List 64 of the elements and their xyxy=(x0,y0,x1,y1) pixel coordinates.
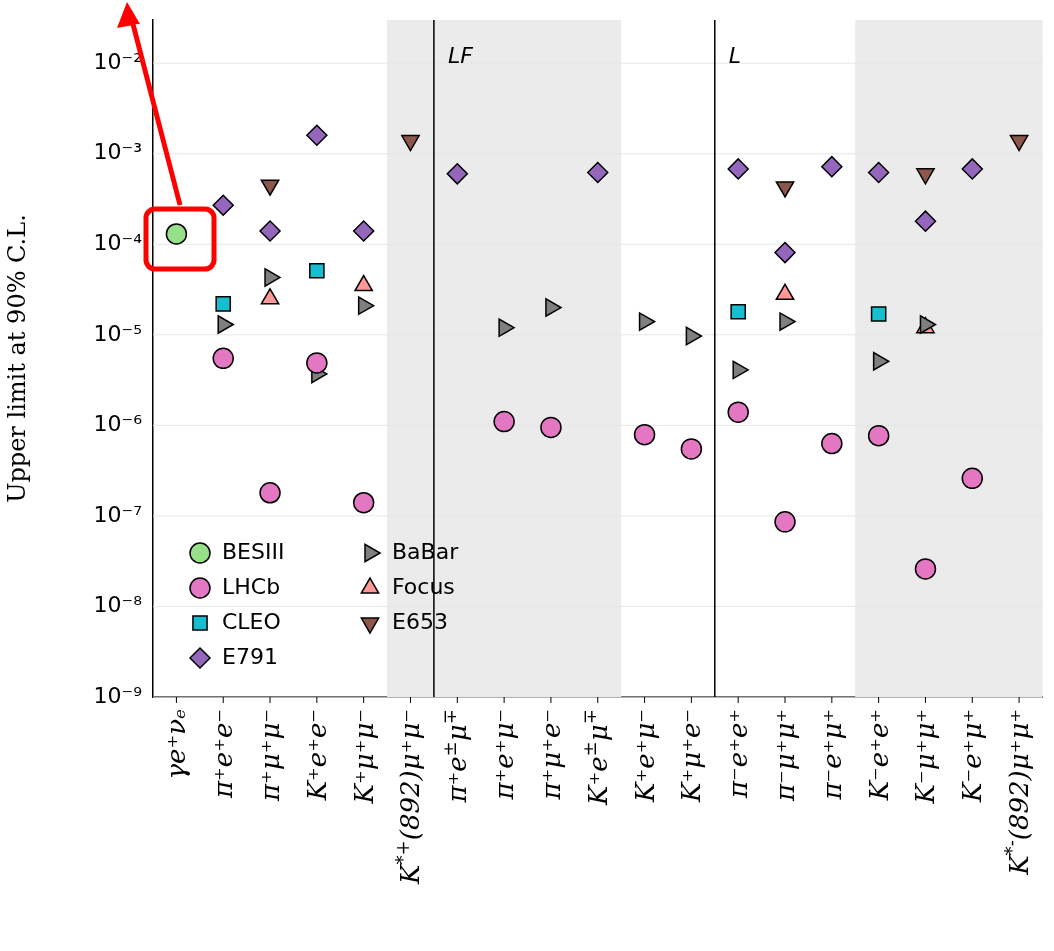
point xyxy=(215,296,232,312)
point xyxy=(870,306,887,322)
y-tick-label: 10⁻⁷ xyxy=(93,501,142,527)
y-tick-label: 10⁻³ xyxy=(93,139,142,165)
annotation: L xyxy=(728,42,742,68)
point xyxy=(727,401,749,423)
point xyxy=(774,241,796,264)
point xyxy=(212,194,234,216)
legend-label: E791 xyxy=(222,643,278,669)
point xyxy=(306,124,328,147)
x-tick-label: π⁺e⁺μ⁻ xyxy=(489,709,520,801)
point xyxy=(352,220,375,242)
x-tick-label: K⁺μ⁺e⁻ xyxy=(676,708,707,803)
y-tick-label: 10⁻² xyxy=(93,48,142,74)
point xyxy=(446,163,469,185)
point xyxy=(259,482,281,504)
x-tick-label: K⁺μ⁺μ⁻ xyxy=(348,709,379,805)
x-tick-label: γe⁺νₑ xyxy=(161,708,192,780)
x-tick-label: K⁺e⁺e⁻ xyxy=(301,708,332,802)
point xyxy=(633,423,656,446)
x-tick-label: π⁻μ⁺μ⁺ xyxy=(770,708,801,803)
point xyxy=(774,511,796,533)
point xyxy=(493,410,515,433)
x-tick-label: K⁺e⁺μ⁻ xyxy=(629,708,660,803)
point xyxy=(309,262,325,279)
point xyxy=(914,210,937,232)
x-tick-label: K*+(892)μ⁺μ⁻ xyxy=(392,709,426,885)
legend-label: BESIII xyxy=(222,538,285,564)
point xyxy=(306,352,328,374)
x-tick-label: K⁻e⁺e⁺ xyxy=(863,708,894,802)
x-tick-label: π⁺μ⁺e⁻ xyxy=(535,709,566,801)
point xyxy=(821,155,843,178)
point xyxy=(961,158,984,180)
point xyxy=(821,432,843,455)
y-tick-label: 10⁻⁸ xyxy=(93,592,143,618)
x-tick-label: K*-(892)μ⁺μ⁺ xyxy=(1000,709,1035,876)
y-tick-label: 10⁻⁶ xyxy=(93,411,143,437)
x-tick-label: π⁻e⁺e⁺ xyxy=(723,708,754,800)
point xyxy=(540,416,562,439)
y-axis-title: Upper limit at 90% C.L. xyxy=(2,214,31,503)
y-tick-label: 10⁻⁵ xyxy=(93,320,142,346)
point xyxy=(259,220,281,242)
point xyxy=(352,491,375,514)
x-tick-label: π⁻e⁺μ⁺ xyxy=(816,709,847,801)
point xyxy=(727,158,749,180)
point xyxy=(680,438,703,460)
x-tick-label: π⁺e⁺e⁻ xyxy=(208,708,239,800)
point xyxy=(212,347,234,370)
y-tick-label: 10⁻⁹ xyxy=(93,682,142,708)
x-tick-label: π⁺μ⁺μ⁻ xyxy=(255,708,286,803)
legend-label: LHCb xyxy=(222,573,281,599)
x-tick-label: π⁺e±μ∓ xyxy=(438,708,473,804)
x-tick-label: K⁺e±μ∓ xyxy=(579,708,613,806)
point xyxy=(914,558,937,580)
y-tick-label: 10⁻⁴ xyxy=(93,230,143,255)
legend-label: CLEO xyxy=(222,608,281,634)
point xyxy=(587,161,609,184)
x-tick-label: K⁻μ⁺μ⁺ xyxy=(910,709,941,805)
point xyxy=(867,161,890,184)
point xyxy=(867,424,890,447)
annotation: LF xyxy=(447,42,474,68)
point xyxy=(730,303,747,320)
x-tick-label: K⁻e⁺μ⁺ xyxy=(957,708,988,803)
point xyxy=(961,467,984,490)
